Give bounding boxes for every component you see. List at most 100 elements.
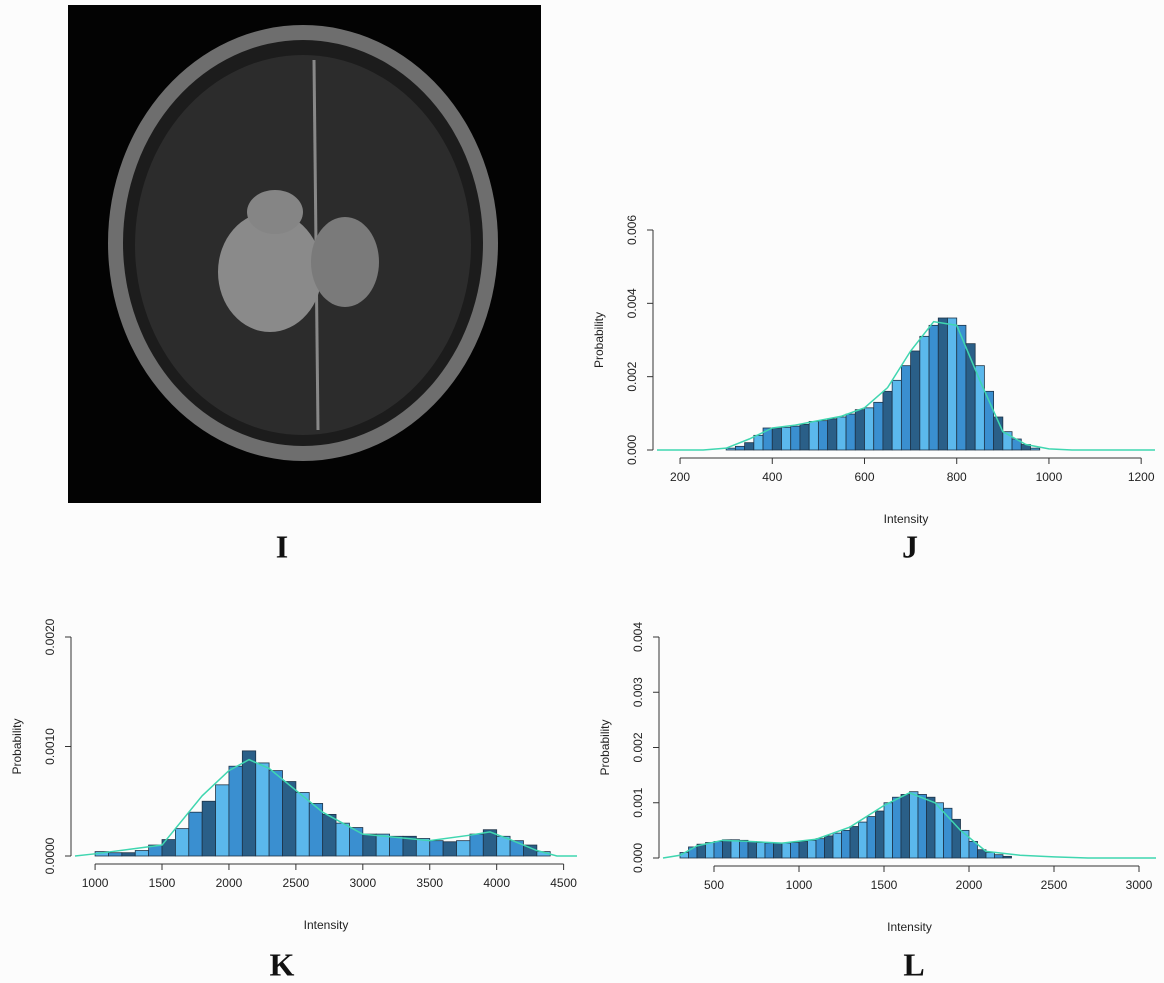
bar bbox=[122, 853, 135, 856]
bar bbox=[443, 842, 456, 856]
bar bbox=[808, 840, 817, 858]
bar bbox=[1003, 856, 1012, 858]
tumor-top bbox=[247, 190, 303, 234]
y-tick-label: 0.000 bbox=[631, 843, 645, 873]
bar bbox=[911, 351, 920, 450]
x-tick-label: 400 bbox=[762, 470, 782, 484]
x-tick-label: 2000 bbox=[956, 878, 983, 892]
panel-label: L bbox=[903, 946, 924, 982]
bar bbox=[376, 834, 389, 856]
bar bbox=[765, 843, 774, 858]
mri-image bbox=[68, 5, 541, 503]
y-tick-label: 0.0010 bbox=[43, 728, 57, 765]
bar bbox=[782, 843, 791, 858]
bar bbox=[430, 841, 443, 856]
x-axis-label: Intensity bbox=[887, 920, 932, 934]
bar bbox=[1031, 448, 1040, 450]
bar bbox=[874, 402, 883, 450]
bar bbox=[883, 391, 892, 450]
bar bbox=[256, 763, 269, 856]
bar bbox=[782, 427, 791, 450]
x-tick-label: 2500 bbox=[1041, 878, 1068, 892]
bar bbox=[791, 426, 800, 450]
bar bbox=[282, 782, 295, 856]
bar bbox=[748, 841, 757, 858]
bar bbox=[809, 421, 818, 450]
x-tick-label: 3000 bbox=[349, 876, 376, 890]
bar bbox=[229, 766, 242, 856]
bar bbox=[927, 797, 936, 858]
bar bbox=[892, 380, 901, 450]
y-tick-label: 0.004 bbox=[631, 622, 645, 652]
x-tick-label: 500 bbox=[704, 878, 724, 892]
y-axis-label: Probability bbox=[592, 312, 606, 368]
bar bbox=[269, 771, 282, 856]
bar bbox=[791, 843, 800, 858]
x-tick-label: 200 bbox=[670, 470, 690, 484]
bar bbox=[920, 336, 929, 450]
bar bbox=[757, 843, 766, 858]
bar bbox=[216, 785, 229, 856]
bar bbox=[772, 428, 781, 450]
bar bbox=[202, 801, 215, 856]
bar bbox=[842, 830, 851, 858]
bar bbox=[745, 443, 754, 450]
y-tick-label: 0.000 bbox=[625, 435, 639, 465]
bar bbox=[876, 811, 885, 858]
bar bbox=[855, 410, 864, 450]
bar bbox=[726, 448, 735, 450]
bar bbox=[774, 843, 783, 858]
bar bbox=[818, 421, 827, 450]
bar bbox=[135, 851, 148, 856]
x-tick-label: 2000 bbox=[216, 876, 243, 890]
bar bbox=[323, 814, 336, 856]
y-axis-label: Probability bbox=[10, 718, 24, 774]
bar bbox=[296, 792, 309, 856]
x-tick-label: 1500 bbox=[149, 876, 176, 890]
bar bbox=[799, 841, 808, 858]
bar bbox=[948, 318, 957, 450]
bar bbox=[731, 840, 740, 858]
tumor-right bbox=[311, 217, 379, 307]
bar bbox=[390, 836, 403, 856]
y-tick-label: 0.0020 bbox=[43, 618, 57, 655]
x-tick-label: 4000 bbox=[483, 876, 510, 890]
x-tick-label: 4500 bbox=[550, 876, 577, 890]
x-tick-label: 1500 bbox=[871, 878, 898, 892]
bar bbox=[363, 834, 376, 856]
bar bbox=[910, 792, 919, 858]
y-tick-label: 0.001 bbox=[631, 787, 645, 817]
y-tick-label: 0.004 bbox=[625, 288, 639, 318]
bar bbox=[837, 417, 846, 450]
bar bbox=[975, 366, 984, 450]
x-tick-label: 1000 bbox=[1036, 470, 1063, 484]
x-tick-label: 3000 bbox=[1126, 878, 1153, 892]
x-tick-label: 800 bbox=[947, 470, 967, 484]
bar bbox=[833, 833, 842, 858]
bar bbox=[828, 419, 837, 450]
x-tick-label: 1000 bbox=[786, 878, 813, 892]
bar bbox=[740, 840, 749, 858]
panel-label: I bbox=[276, 528, 288, 564]
bar bbox=[986, 852, 995, 858]
bar bbox=[800, 424, 809, 450]
bar bbox=[901, 366, 910, 450]
bar bbox=[825, 836, 834, 858]
bar bbox=[901, 794, 910, 858]
x-tick-label: 2500 bbox=[283, 876, 310, 890]
bar bbox=[470, 834, 483, 856]
bar bbox=[867, 817, 876, 858]
y-tick-label: 0.0000 bbox=[43, 837, 57, 874]
figure: I 200400600800100012000.0000.0020.0040.0… bbox=[0, 0, 1164, 983]
bar bbox=[850, 827, 859, 858]
bar bbox=[929, 325, 938, 450]
x-tick-label: 1000 bbox=[82, 876, 109, 890]
bar bbox=[884, 803, 893, 858]
bar bbox=[918, 794, 927, 858]
bar bbox=[189, 812, 202, 856]
bar bbox=[723, 840, 732, 858]
bar bbox=[336, 823, 349, 856]
x-axis-label: Intensity bbox=[304, 918, 349, 932]
x-tick-label: 1200 bbox=[1128, 470, 1155, 484]
bar bbox=[349, 828, 362, 856]
